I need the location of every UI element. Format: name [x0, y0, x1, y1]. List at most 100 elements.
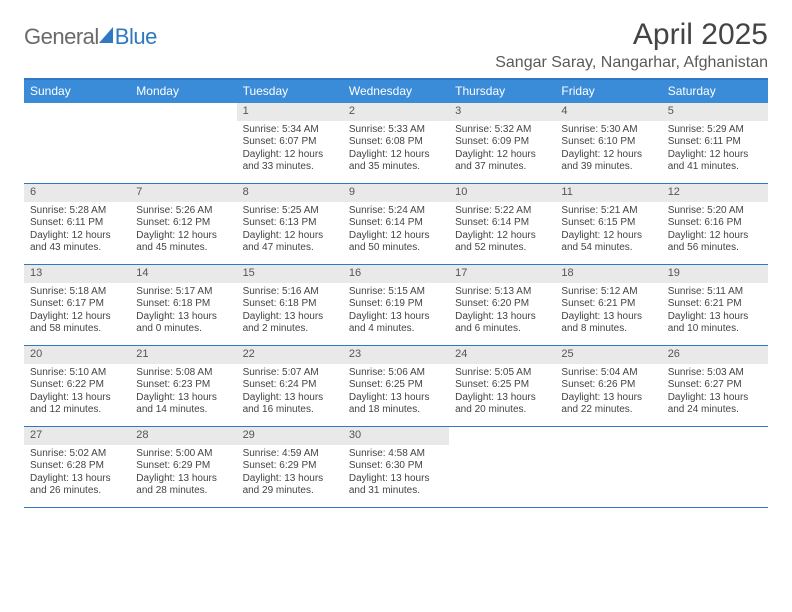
day-number: 8	[237, 184, 343, 202]
day-cell	[24, 103, 130, 183]
sunset-line: Sunset: 6:16 PM	[668, 217, 762, 230]
day-body: Sunrise: 5:26 AMSunset: 6:12 PMDaylight:…	[130, 202, 236, 259]
day-cell: 19Sunrise: 5:11 AMSunset: 6:21 PMDayligh…	[662, 265, 768, 345]
sunset-line: Sunset: 6:14 PM	[455, 217, 549, 230]
day-cell: 12Sunrise: 5:20 AMSunset: 6:16 PMDayligh…	[662, 184, 768, 264]
day-number: 21	[130, 346, 236, 364]
sunset-line: Sunset: 6:25 PM	[349, 379, 443, 392]
sunrise-line: Sunrise: 5:22 AM	[455, 205, 549, 218]
sunrise-line: Sunrise: 5:11 AM	[668, 286, 762, 299]
day-cell: 17Sunrise: 5:13 AMSunset: 6:20 PMDayligh…	[449, 265, 555, 345]
day-body: Sunrise: 5:10 AMSunset: 6:22 PMDaylight:…	[24, 364, 130, 421]
daylight-line-2: and 4 minutes.	[349, 323, 443, 336]
day-cell: 5Sunrise: 5:29 AMSunset: 6:11 PMDaylight…	[662, 103, 768, 183]
daylight-line-2: and 2 minutes.	[243, 323, 337, 336]
daylight-line-2: and 35 minutes.	[349, 161, 443, 174]
sunrise-line: Sunrise: 5:24 AM	[349, 205, 443, 218]
daylight-line-2: and 50 minutes.	[349, 242, 443, 255]
day-body: Sunrise: 5:29 AMSunset: 6:11 PMDaylight:…	[662, 121, 768, 178]
sunset-line: Sunset: 6:17 PM	[30, 298, 124, 311]
daylight-line-2: and 18 minutes.	[349, 404, 443, 417]
sunrise-line: Sunrise: 5:13 AM	[455, 286, 549, 299]
sunset-line: Sunset: 6:21 PM	[561, 298, 655, 311]
day-cell: 21Sunrise: 5:08 AMSunset: 6:23 PMDayligh…	[130, 346, 236, 426]
day-body: Sunrise: 5:05 AMSunset: 6:25 PMDaylight:…	[449, 364, 555, 421]
day-body: Sunrise: 5:21 AMSunset: 6:15 PMDaylight:…	[555, 202, 661, 259]
sunset-line: Sunset: 6:21 PM	[668, 298, 762, 311]
day-number: 9	[343, 184, 449, 202]
day-number: 14	[130, 265, 236, 283]
daylight-line-1: Daylight: 12 hours	[349, 230, 443, 243]
daylight-line-1: Daylight: 13 hours	[349, 473, 443, 486]
day-cell: 10Sunrise: 5:22 AMSunset: 6:14 PMDayligh…	[449, 184, 555, 264]
day-number: 30	[343, 427, 449, 445]
dow-cell: Wednesday	[343, 80, 449, 103]
daylight-line-2: and 33 minutes.	[243, 161, 337, 174]
day-body: Sunrise: 5:25 AMSunset: 6:13 PMDaylight:…	[237, 202, 343, 259]
day-cell	[662, 427, 768, 507]
daylight-line-1: Daylight: 12 hours	[243, 230, 337, 243]
day-body: Sunrise: 5:11 AMSunset: 6:21 PMDaylight:…	[662, 283, 768, 340]
sunset-line: Sunset: 6:27 PM	[668, 379, 762, 392]
day-number: 18	[555, 265, 661, 283]
day-cell: 4Sunrise: 5:30 AMSunset: 6:10 PMDaylight…	[555, 103, 661, 183]
daylight-line-2: and 0 minutes.	[136, 323, 230, 336]
day-number: 5	[662, 103, 768, 121]
sunrise-line: Sunrise: 5:28 AM	[30, 205, 124, 218]
day-body: Sunrise: 5:30 AMSunset: 6:10 PMDaylight:…	[555, 121, 661, 178]
day-cell: 29Sunrise: 4:59 AMSunset: 6:29 PMDayligh…	[237, 427, 343, 507]
day-body: Sunrise: 4:59 AMSunset: 6:29 PMDaylight:…	[237, 445, 343, 502]
sunrise-line: Sunrise: 5:03 AM	[668, 367, 762, 380]
day-number: 27	[24, 427, 130, 445]
daylight-line-1: Daylight: 13 hours	[455, 392, 549, 405]
day-cell: 22Sunrise: 5:07 AMSunset: 6:24 PMDayligh…	[237, 346, 343, 426]
sunrise-line: Sunrise: 5:08 AM	[136, 367, 230, 380]
day-body: Sunrise: 5:18 AMSunset: 6:17 PMDaylight:…	[24, 283, 130, 340]
dow-cell: Friday	[555, 80, 661, 103]
sunrise-line: Sunrise: 5:18 AM	[30, 286, 124, 299]
dow-cell: Tuesday	[237, 80, 343, 103]
day-number: 7	[130, 184, 236, 202]
day-number: 15	[237, 265, 343, 283]
day-number: 25	[555, 346, 661, 364]
sunset-line: Sunset: 6:18 PM	[243, 298, 337, 311]
sunrise-line: Sunrise: 5:00 AM	[136, 448, 230, 461]
daylight-line-2: and 39 minutes.	[561, 161, 655, 174]
daylight-line-2: and 29 minutes.	[243, 485, 337, 498]
sunset-line: Sunset: 6:07 PM	[243, 136, 337, 149]
brand-part2: Blue	[115, 24, 157, 50]
day-number: 11	[555, 184, 661, 202]
day-number: 22	[237, 346, 343, 364]
day-body: Sunrise: 5:00 AMSunset: 6:29 PMDaylight:…	[130, 445, 236, 502]
dow-cell: Monday	[130, 80, 236, 103]
sunset-line: Sunset: 6:15 PM	[561, 217, 655, 230]
daylight-line-1: Daylight: 13 hours	[349, 311, 443, 324]
dow-cell: Sunday	[24, 80, 130, 103]
daylight-line-1: Daylight: 12 hours	[243, 149, 337, 162]
week-row: 1Sunrise: 5:34 AMSunset: 6:07 PMDaylight…	[24, 103, 768, 184]
sunrise-line: Sunrise: 5:17 AM	[136, 286, 230, 299]
sunset-line: Sunset: 6:20 PM	[455, 298, 549, 311]
day-cell: 20Sunrise: 5:10 AMSunset: 6:22 PMDayligh…	[24, 346, 130, 426]
daylight-line-1: Daylight: 12 hours	[455, 149, 549, 162]
sunset-line: Sunset: 6:29 PM	[136, 460, 230, 473]
day-body: Sunrise: 5:20 AMSunset: 6:16 PMDaylight:…	[662, 202, 768, 259]
day-body: Sunrise: 5:17 AMSunset: 6:18 PMDaylight:…	[130, 283, 236, 340]
daylight-line-2: and 56 minutes.	[668, 242, 762, 255]
day-number: 24	[449, 346, 555, 364]
day-number: 23	[343, 346, 449, 364]
sunrise-line: Sunrise: 5:32 AM	[455, 124, 549, 137]
day-cell: 26Sunrise: 5:03 AMSunset: 6:27 PMDayligh…	[662, 346, 768, 426]
daylight-line-1: Daylight: 12 hours	[668, 149, 762, 162]
daylight-line-1: Daylight: 13 hours	[668, 311, 762, 324]
daylight-line-2: and 26 minutes.	[30, 485, 124, 498]
sunrise-line: Sunrise: 4:59 AM	[243, 448, 337, 461]
sunrise-line: Sunrise: 5:16 AM	[243, 286, 337, 299]
sunrise-line: Sunrise: 5:04 AM	[561, 367, 655, 380]
day-body: Sunrise: 5:04 AMSunset: 6:26 PMDaylight:…	[555, 364, 661, 421]
day-cell: 3Sunrise: 5:32 AMSunset: 6:09 PMDaylight…	[449, 103, 555, 183]
sunset-line: Sunset: 6:09 PM	[455, 136, 549, 149]
sunrise-line: Sunrise: 5:06 AM	[349, 367, 443, 380]
daylight-line-2: and 20 minutes.	[455, 404, 549, 417]
day-cell: 7Sunrise: 5:26 AMSunset: 6:12 PMDaylight…	[130, 184, 236, 264]
